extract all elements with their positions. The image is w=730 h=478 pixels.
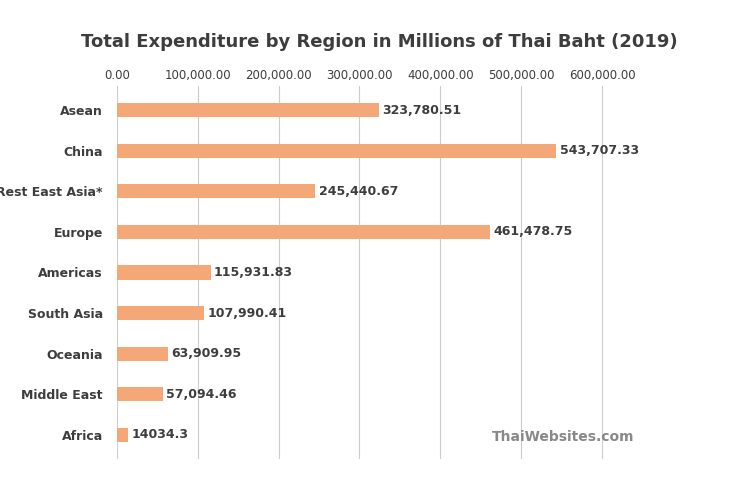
Text: 323,780.51: 323,780.51 [382, 104, 461, 117]
Text: 63,909.95: 63,909.95 [172, 347, 242, 360]
Text: 543,707.33: 543,707.33 [560, 144, 639, 157]
Text: ThaiWebsites.com: ThaiWebsites.com [492, 430, 634, 444]
Bar [117, 103, 379, 117]
Text: 107,990.41: 107,990.41 [207, 306, 287, 320]
Bar [117, 387, 163, 402]
Text: 461,478.75: 461,478.75 [493, 225, 572, 239]
Bar [117, 428, 128, 442]
Bar [117, 225, 490, 239]
Bar [117, 347, 169, 361]
Bar [117, 143, 556, 158]
Text: 57,094.46: 57,094.46 [166, 388, 237, 401]
Text: 245,440.67: 245,440.67 [318, 185, 398, 198]
Text: 115,931.83: 115,931.83 [214, 266, 293, 279]
Text: 14034.3: 14034.3 [131, 428, 188, 441]
Bar [117, 265, 210, 280]
Bar [117, 306, 204, 320]
Title: Total Expenditure by Region in Millions of Thai Baht (2019): Total Expenditure by Region in Millions … [81, 33, 678, 51]
Bar [117, 184, 315, 198]
